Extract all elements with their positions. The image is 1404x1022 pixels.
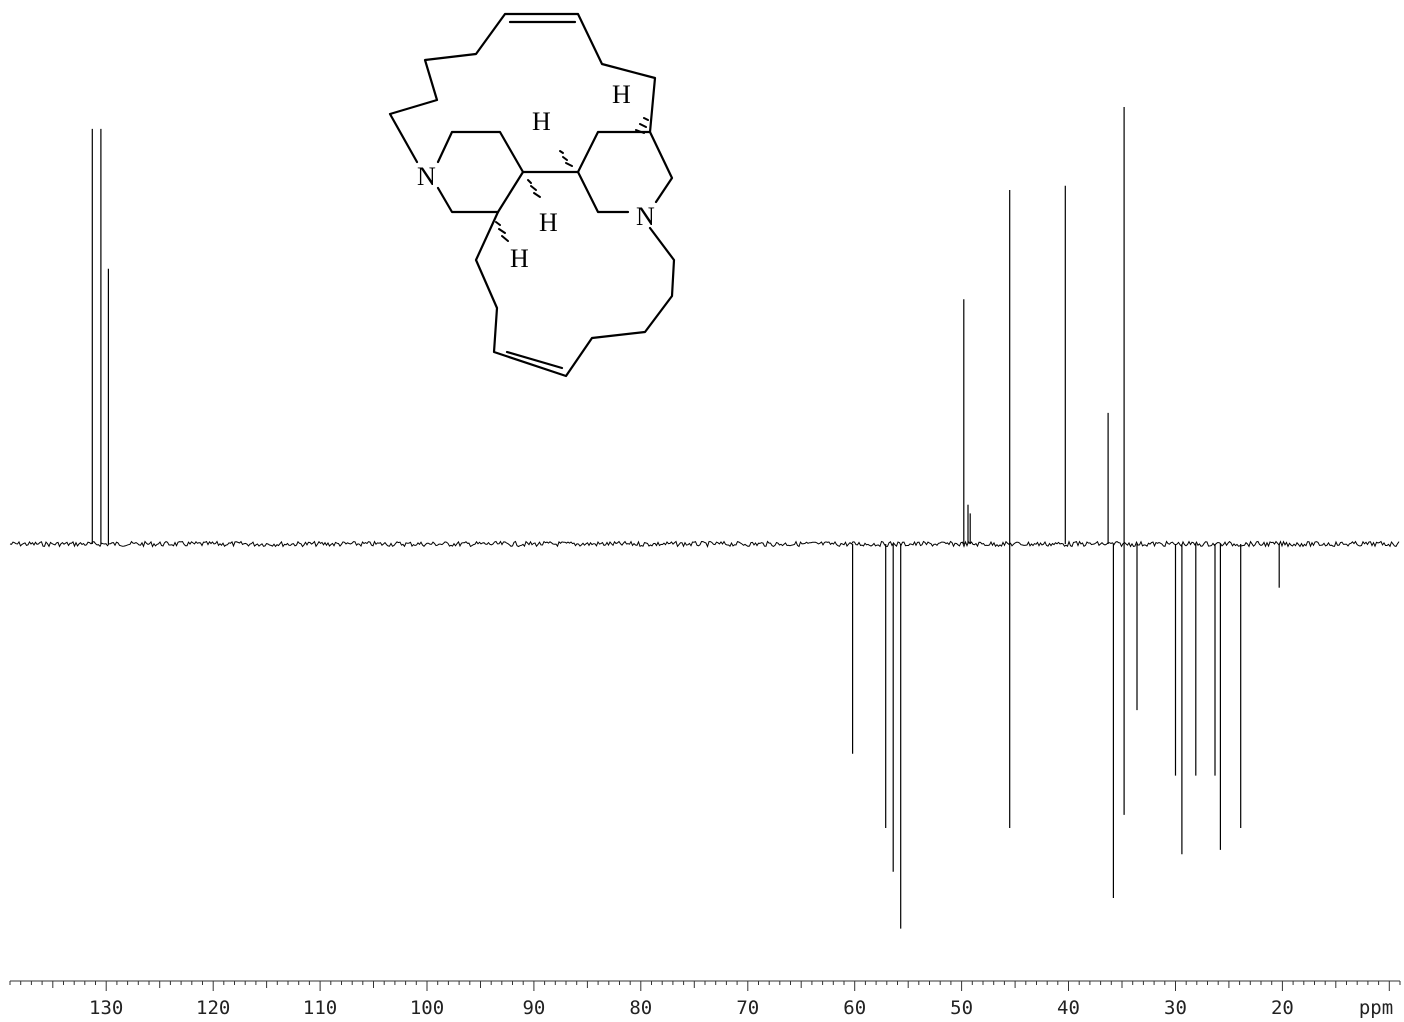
tick-label-90: 90: [522, 997, 545, 1019]
hash-wedges: [495, 117, 649, 242]
tick-label-70: 70: [736, 997, 759, 1019]
upper-chain-bonds: [388, 12, 657, 164]
tick-label-30: 30: [1164, 997, 1187, 1019]
tick-label-130: 130: [89, 997, 123, 1019]
lower-chain-bonds: [474, 210, 676, 378]
tick-label-40: 40: [1057, 997, 1080, 1019]
tick-label-20: 20: [1271, 997, 1294, 1019]
tick-label-80: 80: [629, 997, 652, 1019]
right-ring-bonds: [576, 130, 674, 214]
peak-group: [91, 107, 1280, 929]
nitrogen-atom-right: N: [636, 202, 655, 231]
tick-label-100: 100: [410, 997, 444, 1019]
nitrogen-atom-left: N: [417, 162, 436, 191]
hydrogen-atom-center-top: H: [532, 107, 551, 136]
tick-label-110: 110: [303, 997, 337, 1019]
tick-label-60: 60: [843, 997, 866, 1019]
hydrogen-atom-top-right: H: [612, 80, 631, 109]
baseline-noise: [9, 540, 1400, 548]
atom-labels: N N H H H H: [417, 80, 655, 273]
tick-label-50: 50: [950, 997, 973, 1019]
left-ring-bonds: [436, 130, 525, 214]
hydrogen-atom-center-bottom: H: [539, 208, 558, 237]
molecule-structure: [388, 12, 676, 378]
hydrogen-atom-bottom-left: H: [510, 244, 529, 273]
axis-unit-label: ppm: [1359, 997, 1393, 1019]
lower-double-bond: [505, 350, 564, 370]
x-axis: 130 120 110 100 90 80 70 60 50 40 30 20 ppm: [9, 980, 1401, 1019]
tick-label-120: 120: [196, 997, 230, 1019]
